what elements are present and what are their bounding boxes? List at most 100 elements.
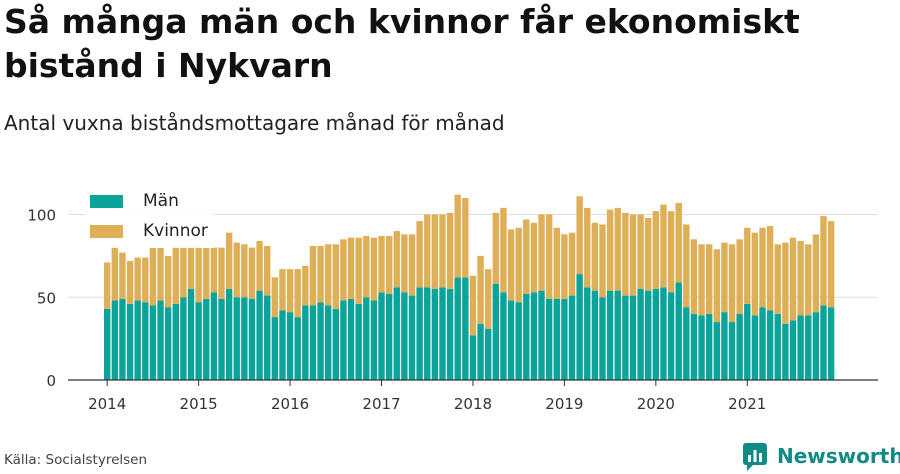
bar-men <box>713 322 720 380</box>
source-note: Källa: Socialstyrelsen <box>4 452 148 468</box>
bar-men <box>652 288 660 380</box>
bar-women <box>751 232 759 316</box>
bar-women <box>827 221 835 308</box>
bar-men <box>561 298 568 380</box>
bar-men <box>309 305 317 380</box>
bar-women <box>789 237 797 321</box>
bar-men <box>248 298 256 380</box>
bar-women <box>302 265 309 306</box>
bar-women <box>469 275 477 336</box>
bar-women <box>462 197 469 278</box>
bar-men <box>233 297 240 380</box>
bar-women <box>347 237 355 299</box>
bar-women <box>576 196 583 275</box>
bar-women <box>728 244 736 323</box>
bar-women <box>195 245 202 303</box>
bar-men <box>203 298 210 380</box>
bar-men <box>431 288 439 380</box>
bar-women <box>553 227 560 299</box>
x-tick-label: 2017 <box>362 395 400 413</box>
legend-item-women: Kvinnor <box>90 216 208 246</box>
bar-men <box>599 297 606 380</box>
bar-women <box>667 211 675 293</box>
bar-men <box>736 313 743 380</box>
bar-women <box>446 212 454 289</box>
bar-men <box>728 322 736 380</box>
bar-men <box>629 295 637 380</box>
bar-women <box>111 245 119 301</box>
bar-men <box>439 287 446 380</box>
bar-men <box>797 315 804 380</box>
bar-women <box>622 212 629 296</box>
bar-men <box>370 300 378 380</box>
x-tick-label: 2021 <box>728 395 766 413</box>
bar-men <box>241 297 248 380</box>
newsworthy-logo[interactable]: Newsworthy <box>743 441 900 471</box>
bar-men <box>195 302 202 380</box>
bar-women <box>416 221 423 288</box>
bar-men <box>690 313 698 380</box>
bar-women <box>378 236 385 293</box>
bar-women <box>264 245 271 296</box>
bar-men <box>606 290 614 380</box>
bar-men <box>294 317 301 380</box>
bar-women <box>698 244 705 316</box>
bar-men <box>789 320 797 380</box>
bar-men <box>385 293 393 380</box>
bar-women <box>477 255 484 324</box>
legend-swatch-men <box>90 194 123 208</box>
bar-women <box>774 244 781 314</box>
bar-women <box>690 239 698 314</box>
bar-women <box>203 247 210 299</box>
bar-men <box>378 292 385 380</box>
bar-women <box>721 242 728 313</box>
bar-women <box>705 244 713 314</box>
bar-men <box>591 290 599 380</box>
bar-men <box>225 288 233 380</box>
bar-men <box>347 298 355 380</box>
y-tick-label: 50 <box>37 289 56 307</box>
bar-women <box>515 227 522 303</box>
bar-men <box>530 292 538 380</box>
bar-men <box>622 295 629 380</box>
bar-men <box>827 307 835 380</box>
bar-men <box>446 288 454 380</box>
bar-women <box>393 231 400 288</box>
legend-item-men: Män <box>90 186 208 216</box>
bar-women <box>248 247 256 299</box>
bar-men <box>515 302 522 380</box>
bar-men <box>812 312 820 380</box>
bar-men <box>805 315 812 380</box>
bar-men <box>500 292 507 380</box>
bar-women <box>294 269 301 318</box>
bar-women <box>713 249 720 323</box>
bar-men <box>759 307 766 380</box>
bar-men <box>164 307 172 380</box>
bar-women <box>126 260 134 304</box>
bar-men <box>172 303 179 380</box>
bar-women <box>766 226 774 311</box>
bar-men <box>180 297 187 380</box>
bar-women <box>538 214 545 291</box>
bar-women <box>134 257 141 301</box>
bar-men <box>705 313 713 380</box>
bar-women <box>797 240 804 316</box>
bar-women <box>591 222 599 291</box>
legend-swatch-women <box>90 224 123 238</box>
bar-women <box>660 204 667 288</box>
bar-women <box>645 217 652 291</box>
bar-men <box>286 312 294 380</box>
bar-women <box>256 240 263 291</box>
bar-women <box>561 234 568 299</box>
bar-men <box>576 274 583 380</box>
bar-women <box>149 247 157 306</box>
bar-men <box>782 323 789 380</box>
bar-men <box>393 287 400 380</box>
bar-men <box>507 300 515 380</box>
bar-women <box>210 247 218 293</box>
bar-men <box>355 303 362 380</box>
bar-men <box>454 277 461 380</box>
x-tick-label: 2018 <box>454 395 492 413</box>
bar-men <box>584 287 591 380</box>
bar-women <box>485 269 492 329</box>
